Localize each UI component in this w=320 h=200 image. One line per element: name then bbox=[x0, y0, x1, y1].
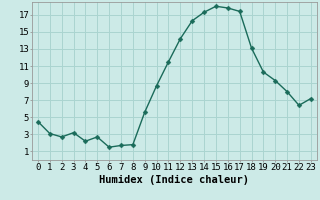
X-axis label: Humidex (Indice chaleur): Humidex (Indice chaleur) bbox=[100, 175, 249, 185]
